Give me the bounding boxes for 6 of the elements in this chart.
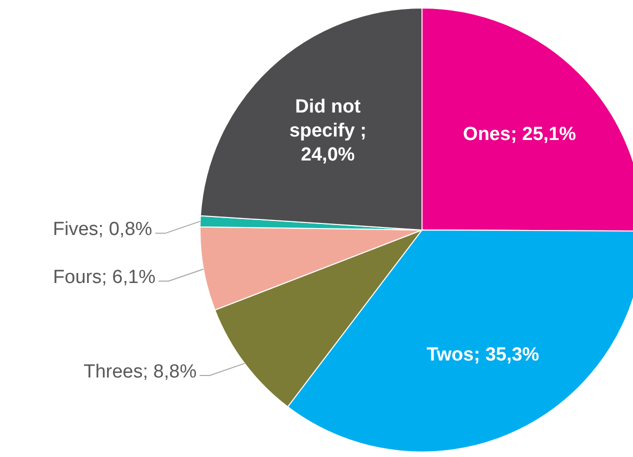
slice-label: Twos; 35,3% [426, 344, 540, 366]
slice-label: Fours; 6,1% [53, 267, 156, 288]
slice-label: Did not specify ; 24,0% [289, 96, 366, 166]
slice-label: Ones; 25,1% [463, 124, 576, 145]
slice-label: Threes; 8,8% [84, 361, 197, 382]
slice-label: Fives; 0,8% [52, 219, 152, 240]
